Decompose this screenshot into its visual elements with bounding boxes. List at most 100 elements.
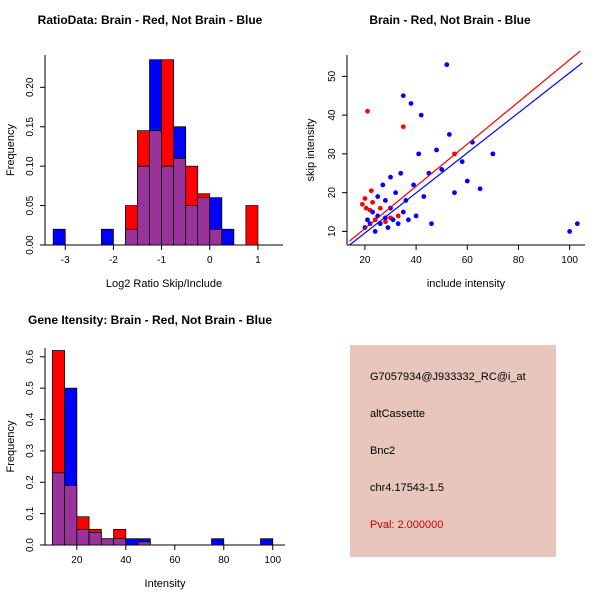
x-axis-label: Intensity — [145, 578, 186, 590]
not-brain-point — [382, 198, 388, 203]
overlap-bar — [137, 541, 151, 546]
x-tick-label: 20 — [71, 555, 83, 566]
overlap-bar — [76, 528, 90, 546]
not-brain-bar — [211, 538, 225, 546]
x-tick-label: 20 — [359, 255, 371, 266]
overlap-bar — [125, 228, 138, 246]
overlap-bar — [88, 532, 102, 546]
brain-bar — [245, 205, 259, 246]
x-tick-label: 100 — [264, 555, 281, 566]
overlap-bar — [100, 538, 114, 546]
brain-point — [359, 201, 365, 207]
histogram-bars — [52, 59, 259, 246]
y-tick-label: 0.2 — [25, 475, 36, 489]
y-tick-label: 0.20 — [25, 77, 36, 97]
not-brain-point — [365, 217, 370, 223]
overlap-bar — [185, 205, 199, 246]
y-tick-label: 0.1 — [25, 506, 36, 520]
x-tick-label: 60 — [462, 255, 474, 266]
not-brain-point — [370, 209, 375, 215]
not-brain-point — [429, 221, 434, 227]
y-axis-label: Frequency — [5, 124, 17, 176]
not-brain-bar — [100, 228, 114, 246]
y-tick-label: 0.5 — [25, 381, 36, 395]
not-brain-point — [574, 221, 580, 227]
brain-point — [368, 188, 374, 194]
brain-fit-line — [349, 51, 582, 242]
not-brain-point — [390, 217, 396, 223]
scatter-points — [359, 62, 580, 234]
brain-point — [377, 205, 383, 211]
y-tick-label: 0.10 — [25, 156, 36, 176]
brain-point — [363, 205, 369, 211]
x-tick-label: 100 — [561, 255, 578, 266]
y-tick-label: 0.00 — [25, 235, 36, 255]
x-tick-label: 80 — [513, 255, 525, 266]
locus-text: chr4.17543-1.5 — [370, 482, 444, 494]
not-brain-point — [452, 190, 457, 196]
not-brain-point — [388, 174, 393, 180]
not-brain-point — [398, 170, 404, 176]
x-tick-label: 60 — [169, 555, 181, 566]
x-tick-label: -1 — [157, 255, 166, 266]
gene-symbol-text: Bnc2 — [370, 445, 396, 457]
overlap-bar — [113, 538, 127, 546]
not-brain-point — [477, 186, 483, 192]
gene-intensity-histogram-title: Gene Itensity: Brain - Red, Not Brain - … — [27, 313, 273, 327]
histogram-bars — [51, 350, 274, 546]
not-brain-point — [375, 194, 381, 199]
not-brain-point — [393, 190, 399, 196]
not-brain-point — [372, 229, 378, 234]
overlap-bar — [64, 485, 78, 546]
not-brain-bar — [221, 228, 235, 246]
y-tick-label: 0.4 — [25, 412, 36, 426]
overlap-bar — [173, 157, 187, 246]
not-brain-point — [439, 166, 445, 172]
x-tick-label: 1 — [255, 255, 261, 266]
brain-point — [370, 199, 375, 205]
y-tick-label: 0.05 — [25, 195, 36, 215]
not-brain-point — [380, 182, 386, 188]
splice-event-type-text: altCassette — [370, 408, 426, 420]
panel-gene-info: G7057934@J933332_RC@i_at altCassette Bnc… — [300, 300, 600, 600]
ratio-histogram-chart: -3 -2 -1 0 1 0.00 0.05 0.10 0.15 0.20 Log2 Ratio S… — [5, 55, 283, 290]
brain-point — [400, 124, 406, 130]
not-brain-point — [400, 93, 406, 99]
not-brain-point — [406, 217, 411, 223]
x-tick-label: 80 — [218, 555, 230, 566]
gene-intensity-histogram-chart: 20 40 60 80 100 0.0 0.1 0.2 0.3 0.4 0.5 0.6 Intensit… — [5, 348, 285, 590]
y-tick-label: 10 — [327, 225, 338, 237]
x-tick-label: -3 — [61, 255, 70, 266]
y-tick-label: 30 — [327, 148, 338, 160]
not-brain-point — [421, 194, 427, 199]
not-brain-point — [434, 147, 439, 153]
x-tick-label: -2 — [109, 255, 118, 266]
not-brain-point — [395, 221, 401, 227]
brain-point — [365, 108, 370, 114]
intensity-scatter-title: Brain - Red, Not Brain - Blue — [369, 13, 531, 27]
y-tick-label: 0.15 — [25, 117, 36, 137]
y-axis-label: skip intensity — [305, 118, 317, 181]
panel-ratio-histogram: RatioData: Brain - Red, Not Brain - Blue… — [0, 0, 300, 300]
x-tick-label: 40 — [411, 255, 423, 266]
not-brain-point — [411, 182, 416, 188]
not-brain-point — [464, 178, 470, 184]
overlap-bar — [51, 472, 65, 546]
x-tick-label: 0 — [207, 255, 213, 266]
not-brain-bar — [125, 538, 139, 546]
overlap-bar — [137, 165, 150, 246]
not-brain-point — [408, 101, 414, 106]
intensity-scatter-chart: 20 40 60 80 100 10 20 30 40 50 include intensity sk… — [305, 51, 585, 290]
pval-text: Pval: 2.000000 — [370, 519, 444, 531]
not-brain-point — [567, 229, 573, 234]
not-brain-point — [400, 209, 406, 215]
overlap-bar — [161, 165, 175, 246]
x-tick-label: 40 — [120, 555, 132, 566]
y-tick-label: 50 — [327, 70, 338, 82]
not-brain-point — [446, 132, 452, 137]
y-axis-label: Frequency — [5, 420, 17, 472]
brain-point — [362, 196, 368, 201]
not-brain-point — [413, 213, 419, 219]
gene-info-box: G7057934@J933332_RC@i_at altCassette Bnc… — [350, 345, 556, 557]
